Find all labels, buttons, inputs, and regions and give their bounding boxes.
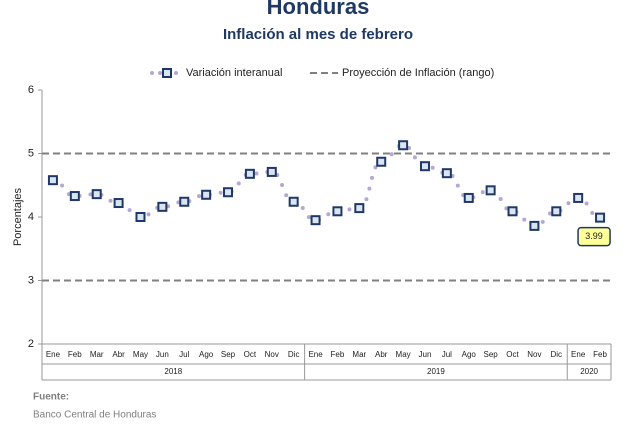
x-tick-label: Feb [68,350,82,359]
x-tick-label: Ene [571,350,586,359]
x-tick-label: Jul [179,350,189,359]
point [485,185,496,196]
legend-swatch [162,68,172,78]
point [463,192,474,203]
point [157,201,168,212]
source: Banco Central de Honduras [33,410,156,421]
x-tick-label: Nov [527,350,541,359]
x-tick-label: Abr [375,350,388,359]
legend-label: Proyección de Inflación (rango) [342,67,494,79]
y-tick-label: 3 [28,274,34,286]
point [595,212,606,223]
x-tick-label: Ene [46,350,61,359]
point [201,189,212,200]
y-tick-label: 6 [28,84,34,96]
x-tick-label: May [133,350,148,359]
x-tick-label: Dic [551,350,563,359]
x-tick-label: Feb [593,350,607,359]
point [179,196,190,207]
x-tick-label: Ene [308,350,323,359]
chart-title: Honduras [267,0,370,19]
point [507,206,518,217]
x-tick-label: Oct [244,350,257,359]
x-tick-label: Jun [419,350,432,359]
x-tick-label: Oct [506,350,519,359]
x-tick-label: Dic [288,350,300,359]
y-axis-label: Porcentajes [12,187,24,246]
point [266,166,277,177]
x-tick-label: May [396,350,411,359]
point [398,140,409,151]
x-group-label: 2019 [427,367,445,376]
point [113,198,124,209]
x-tick-label: Feb [331,350,345,359]
point [354,203,365,214]
x-tick-label: Nov [265,350,279,359]
legend-label: Variación interanual [186,67,282,79]
source-label: Fuente: [33,392,69,403]
point [551,206,562,217]
x-tick-label: Sep [221,350,236,359]
point [223,187,234,198]
x-tick-label: Ago [199,350,214,359]
x-group-label: 2020 [580,367,598,376]
point [376,156,387,167]
point [135,212,146,222]
chart-subtitle: Inflación al mes de febrero [223,26,413,43]
series-line [50,143,603,228]
point [441,168,452,179]
point [332,206,343,217]
x-tick-label: Sep [484,350,499,359]
x-tick-label: Jul [442,350,452,359]
y-tick-label: 4 [28,211,34,223]
y-tick-label: 2 [28,338,34,350]
point [91,189,102,200]
point [288,196,299,207]
x-tick-label: Abr [112,350,125,359]
point [310,215,321,226]
point [69,191,80,202]
callout [577,226,611,247]
x-tick-label: Mar [90,350,104,359]
x-tick-label: Mar [352,350,366,359]
point [529,220,540,231]
point [244,168,255,179]
x-group-label: 2018 [164,367,182,376]
point [419,161,430,172]
data-label: 3.99 [585,231,603,241]
y-tick-label: 5 [28,147,34,159]
x-tick-label: Jun [156,350,169,359]
x-tick-label: Ago [462,350,477,359]
point [47,175,58,186]
point [573,192,584,203]
